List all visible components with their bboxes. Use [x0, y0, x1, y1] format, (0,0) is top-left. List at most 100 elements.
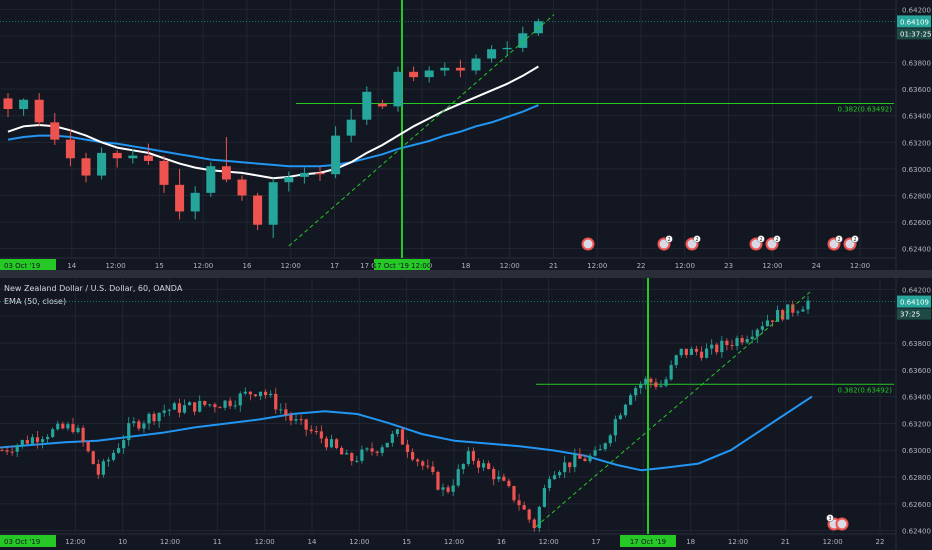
candle-body	[15, 445, 19, 452]
candle-body	[552, 475, 557, 480]
candle-body	[603, 443, 607, 450]
candle-body	[96, 464, 100, 475]
x-tick-label: 03 Oct '19	[4, 262, 40, 270]
candle-body	[324, 438, 329, 448]
candle-body	[385, 442, 389, 448]
event-count-badge	[851, 235, 859, 243]
candle-body	[315, 172, 325, 175]
bottom-chart-panel[interactable]: 0.642000.640000.638000.636000.634000.632…	[0, 278, 932, 550]
candle-body	[512, 486, 516, 501]
candle-body	[421, 461, 425, 466]
candle-body	[806, 300, 810, 310]
countdown-label: 37:25	[900, 311, 920, 319]
candle-body	[268, 182, 278, 225]
candle-body	[395, 429, 399, 434]
candle-body	[20, 440, 24, 446]
x-tick-label: 23	[724, 262, 733, 270]
candle-body	[522, 505, 526, 510]
candle-body	[76, 427, 80, 433]
candle-body	[314, 431, 318, 433]
candle-body	[248, 391, 252, 395]
y-tick-label: 0.62600	[902, 219, 931, 227]
candle-body	[279, 409, 283, 411]
x-tick-label: 12:00	[349, 538, 369, 546]
candle-body	[497, 476, 501, 480]
candle-body	[0, 450, 4, 452]
candle-body	[730, 345, 734, 347]
event-count-label: 2	[667, 237, 670, 243]
x-tick-label: 12:00	[587, 262, 607, 270]
candle-body	[346, 119, 356, 136]
candle-body	[218, 407, 222, 409]
candle-body	[578, 454, 582, 459]
candle-body	[558, 472, 562, 476]
y-tick-label: 0.63400	[902, 113, 931, 121]
candle-body	[674, 355, 678, 366]
event-count-badge	[665, 235, 673, 243]
candle-body	[142, 423, 146, 429]
x-tick-label: 12:00	[65, 538, 85, 546]
candle-body	[750, 336, 754, 340]
candle-body	[689, 348, 694, 355]
x-tick-label: 12:00	[255, 538, 275, 546]
candle-body	[81, 427, 85, 442]
candle-body	[147, 413, 151, 424]
x-tick-label: 15	[402, 538, 411, 546]
x-tick-label: 22	[876, 538, 885, 546]
candle-body	[193, 402, 197, 412]
candle-body	[377, 103, 387, 107]
candle-body	[370, 448, 374, 452]
candle-body	[618, 415, 623, 420]
top-chart-panel[interactable]: 0.642000.640000.638000.636000.634000.632…	[0, 0, 932, 270]
y-tick-label: 0.63600	[902, 367, 931, 375]
candle-body	[66, 424, 70, 429]
candle-body	[101, 461, 105, 475]
candle-body	[137, 421, 141, 429]
y-tick-label: 0.63200	[902, 420, 931, 428]
candle-body	[221, 166, 231, 180]
fib-level-label: 0.382(0.63492)	[838, 105, 893, 113]
candle-body	[593, 450, 597, 456]
x-tick-label: 12:00	[539, 538, 559, 546]
candle-body	[431, 466, 435, 472]
candle-body	[46, 436, 50, 440]
x-tick-label: 12:00	[728, 538, 748, 546]
candle-body	[3, 98, 13, 110]
y-tick-label: 0.62400	[902, 246, 931, 254]
candle-body	[471, 58, 481, 71]
candle-body	[35, 437, 40, 443]
x-tick-label: 12:00	[160, 538, 180, 546]
candle-body	[294, 419, 298, 421]
candle-body	[198, 401, 202, 412]
y-tick-label: 0.63800	[902, 340, 931, 348]
candle-body	[634, 388, 638, 396]
candle-body	[801, 309, 805, 312]
candle-body	[740, 338, 744, 343]
candle-body	[455, 67, 465, 71]
candle-body	[208, 404, 212, 406]
candle-body	[362, 91, 372, 120]
candle-body	[502, 476, 506, 481]
candle-body	[684, 348, 688, 355]
symbol-title[interactable]: New Zealand Dollar / U.S. Dollar, 60, OA…	[4, 284, 183, 293]
candle-body	[775, 310, 780, 322]
candle-body	[518, 33, 528, 48]
candle-body	[289, 415, 293, 421]
x-tick-label: 14	[67, 262, 76, 270]
x-tick-label: 22	[637, 262, 646, 270]
candle-body	[471, 451, 476, 461]
candle-body	[481, 463, 486, 468]
panel-divider[interactable]	[0, 270, 932, 278]
indicator-title[interactable]: EMA (50, close)	[4, 297, 67, 306]
trend-line[interactable]	[288, 14, 555, 247]
candle-body	[10, 451, 14, 453]
candle-body	[735, 338, 739, 346]
time-marker-label: 17 Oct '19	[630, 538, 666, 546]
candle-body	[274, 393, 278, 410]
economic-event-icon[interactable]	[581, 237, 595, 251]
candle-body	[132, 421, 136, 424]
x-tick-label: 11	[213, 538, 222, 546]
economic-event-icon[interactable]	[835, 517, 849, 531]
x-tick-label: 12:00	[823, 538, 843, 546]
